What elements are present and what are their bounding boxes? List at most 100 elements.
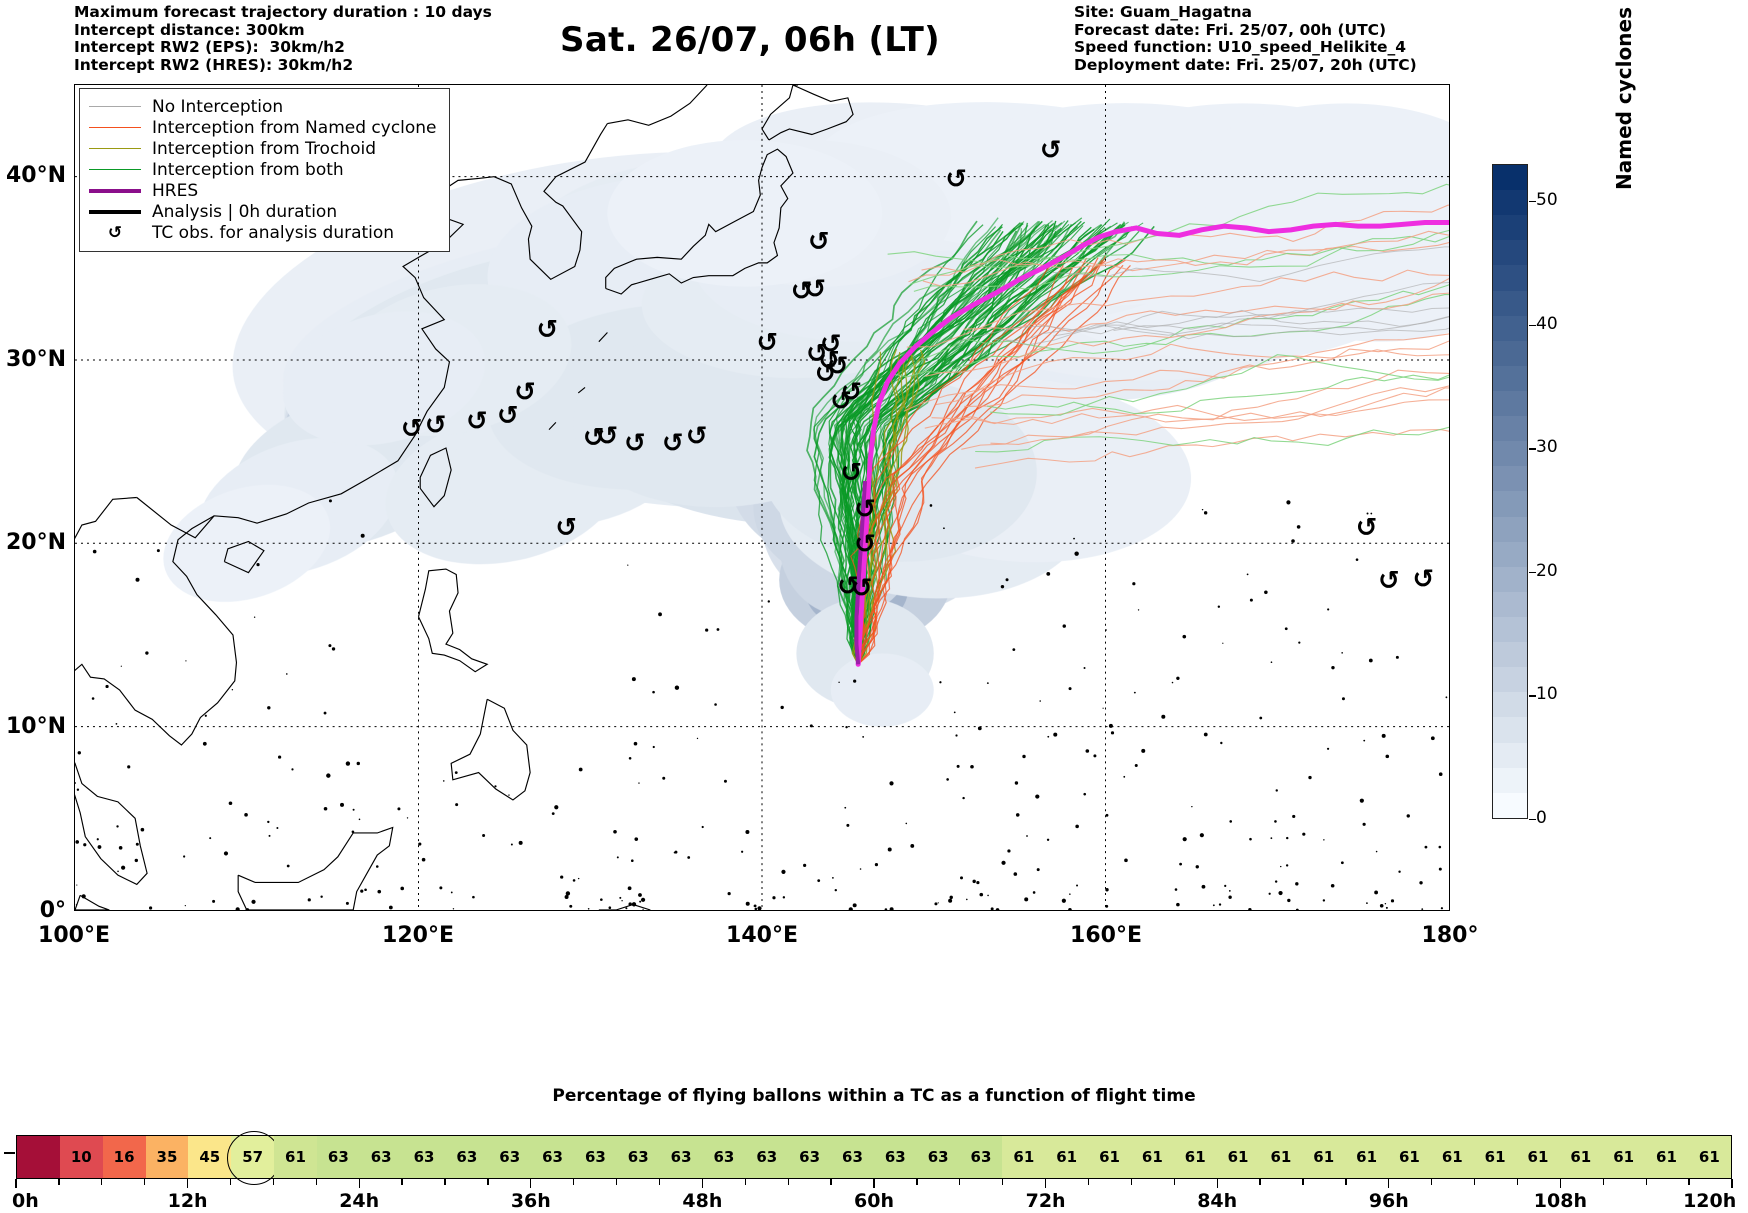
coastline-path: [237, 826, 394, 910]
legend-item-5[interactable]: Analysis | 0h duration: [89, 201, 437, 222]
cyclone-icon: ↺: [497, 401, 519, 431]
colorbar-tick-label: 40: [1536, 313, 1558, 334]
cyclone-icon: ↺: [820, 330, 842, 360]
legend-item-tc-obs[interactable]: ↺ TC obs. for analysis duration: [89, 222, 437, 243]
percentage-cell[interactable]: 35: [145, 1136, 189, 1178]
percentage-cell[interactable]: 63: [959, 1136, 1003, 1178]
cyclone-icon: ↺: [686, 421, 708, 451]
percentage-cell[interactable]: 63: [488, 1136, 532, 1178]
percentage-cell[interactable]: 16: [102, 1136, 146, 1178]
percentage-cell-value: 61: [1441, 1148, 1463, 1166]
cyclone-icon: ↺: [840, 458, 862, 488]
percentage-cell[interactable]: 61: [1002, 1136, 1046, 1178]
percentage-cell[interactable]: 63: [702, 1136, 746, 1178]
percentage-cell[interactable]: 63: [316, 1136, 360, 1178]
percentage-cell[interactable]: 63: [616, 1136, 660, 1178]
percentage-cell[interactable]: 45: [188, 1136, 232, 1178]
percentage-cell-value: 61: [1099, 1148, 1120, 1166]
percentage-cell[interactable]: 10: [59, 1136, 103, 1178]
percentage-cell[interactable]: 63: [359, 1136, 403, 1178]
legend-item-label: TC obs. for analysis duration: [152, 222, 395, 243]
coastline-path: [605, 148, 794, 295]
percentage-cell[interactable]: 61: [1473, 1136, 1517, 1178]
percentage-cell[interactable]: 61: [1088, 1136, 1131, 1178]
percentage-cell[interactable]: 61: [1430, 1136, 1474, 1178]
percentage-cell[interactable]: 61: [1302, 1136, 1346, 1178]
axis-tick-label: 60h: [854, 1190, 894, 1212]
axis-minor-tick: [444, 1179, 446, 1185]
percentage-bar-axis: 0h 12h 24h 36h 48h 60h 72h 84h 96h 108h 120h: [12, 1179, 1736, 1213]
percentage-cell[interactable]: 63: [573, 1136, 617, 1178]
cyclone-icon: ↺: [555, 513, 577, 543]
percentage-cell[interactable]: 63: [873, 1136, 917, 1178]
colorbar-segment: [1493, 566, 1527, 592]
legend-item-2[interactable]: Interception from Trochoid: [89, 138, 437, 159]
legend-item-label: HRES: [152, 180, 199, 201]
hres-track: [854, 219, 1449, 667]
percentage-cell-value: 63: [499, 1148, 521, 1166]
coastline-path: [577, 387, 586, 394]
header-right-line-0: Site: Guam_Hagatna: [1074, 3, 1253, 21]
forecast-map[interactable]: ↺ ↺ ↺ ↺ ↺ ↺ ↺ ↺ ↺ ↺ ↺ ↺ ↺ ↺ ↺ ↺ ↺ ↺ ↺ ↺ ↺ ↺ ↺ ↺ ↺ ↺ ↺ ↺ ↺ ↺ ↺ ↺ ↺: [74, 84, 1450, 911]
percentage-cell[interactable]: 61: [1388, 1136, 1431, 1178]
colorbar-segment: [1493, 441, 1527, 467]
percentage-cell[interactable]: 61: [1345, 1136, 1388, 1178]
percentage-cell[interactable]: 61: [1045, 1136, 1089, 1178]
percentage-bar-title: Percentage of flying ballons within a TC…: [552, 1086, 1196, 1106]
axis-minor-tick: [101, 1179, 103, 1185]
legend-item-4[interactable]: HRES: [89, 180, 437, 201]
cyclone-icon: ↺: [851, 573, 873, 603]
percentage-cell[interactable]: 61: [1173, 1136, 1217, 1178]
percentage-bar[interactable]: 10 16 35 45 57 61 63 63 63 63 63 63 63 63 63 63 63 63 63 63…: [16, 1131, 1732, 1185]
percentage-cell[interactable]: 57: [226, 1131, 281, 1185]
percentage-cell[interactable]: 61: [274, 1136, 317, 1178]
coastline-path: [607, 85, 708, 126]
percentage-cell[interactable]: 63: [745, 1136, 789, 1178]
legend-item-0[interactable]: No Interception: [89, 96, 437, 117]
percentage-cell-value: 63: [542, 1148, 563, 1166]
percentage-cell[interactable]: 63: [916, 1136, 960, 1178]
percentage-cell-value: 61: [1313, 1148, 1335, 1166]
percentage-cell[interactable]: 63: [445, 1136, 489, 1178]
percentage-cell[interactable]: 61: [1216, 1136, 1260, 1178]
cyclone-icon: ↺: [854, 495, 876, 525]
percentage-cell-value: 63: [713, 1148, 735, 1166]
percentage-bar-wrapper[interactable]: 10 16 35 45 57 61 63 63 63 63 63 63 63 63 63 63 63 63 63 63…: [16, 1131, 1732, 1185]
axis-minor-tick: [573, 1179, 575, 1185]
percentage-cell[interactable]: 61: [1687, 1136, 1731, 1178]
axis-tick-label: 72h: [1025, 1190, 1066, 1212]
colorbar-segment: [1493, 165, 1527, 191]
percentage-cell[interactable]: 61: [1516, 1136, 1560, 1178]
colorbar-segment: [1493, 642, 1527, 668]
legend-item-3[interactable]: Interception from both: [89, 159, 437, 180]
legend-item-1[interactable]: Interception from Named cyclone: [89, 117, 437, 138]
percentage-cell[interactable]: 61: [1602, 1136, 1646, 1178]
colorbar-segment: [1493, 390, 1527, 417]
percentage-cell-value: 10: [70, 1148, 92, 1166]
header-right-line-2: Speed function: U10_speed_Helikite_4: [1074, 38, 1407, 56]
lat-tick-label: 0°: [39, 898, 66, 923]
axis-minor-tick: [144, 1179, 146, 1185]
axis-minor-tick: [58, 1179, 60, 1185]
percentage-cell[interactable]: 63: [831, 1136, 874, 1178]
percentage-cell[interactable]: 63: [659, 1136, 703, 1178]
lat-tick-label: 20°N: [5, 530, 66, 556]
percentage-cell-value: 61: [1398, 1148, 1420, 1166]
percentage-cell[interactable]: 61: [1259, 1136, 1303, 1178]
axis-minor-tick: [1431, 1179, 1433, 1185]
cyclone-icon: ↺: [945, 165, 967, 195]
percentage-cell[interactable]: [17, 1136, 60, 1178]
percentage-cell[interactable]: 61: [1645, 1136, 1688, 1178]
percentage-cell-value: 61: [1613, 1148, 1635, 1166]
percentage-cell[interactable]: 63: [788, 1136, 832, 1178]
axis-tick-label: 96h: [1368, 1190, 1409, 1212]
percentage-cell[interactable]: 61: [1559, 1136, 1603, 1178]
axis-tick-label: 84h: [1197, 1190, 1238, 1212]
percentage-cell-value: 35: [156, 1148, 178, 1166]
percentage-cell[interactable]: 61: [1130, 1136, 1174, 1178]
percentage-cell[interactable]: 63: [402, 1136, 446, 1178]
percentage-cell[interactable]: 63: [531, 1136, 574, 1178]
colorbar-segment: [1493, 466, 1527, 492]
percentage-cell-value: 61: [1056, 1148, 1078, 1166]
lon-tick-label: 100°E: [38, 923, 110, 948]
